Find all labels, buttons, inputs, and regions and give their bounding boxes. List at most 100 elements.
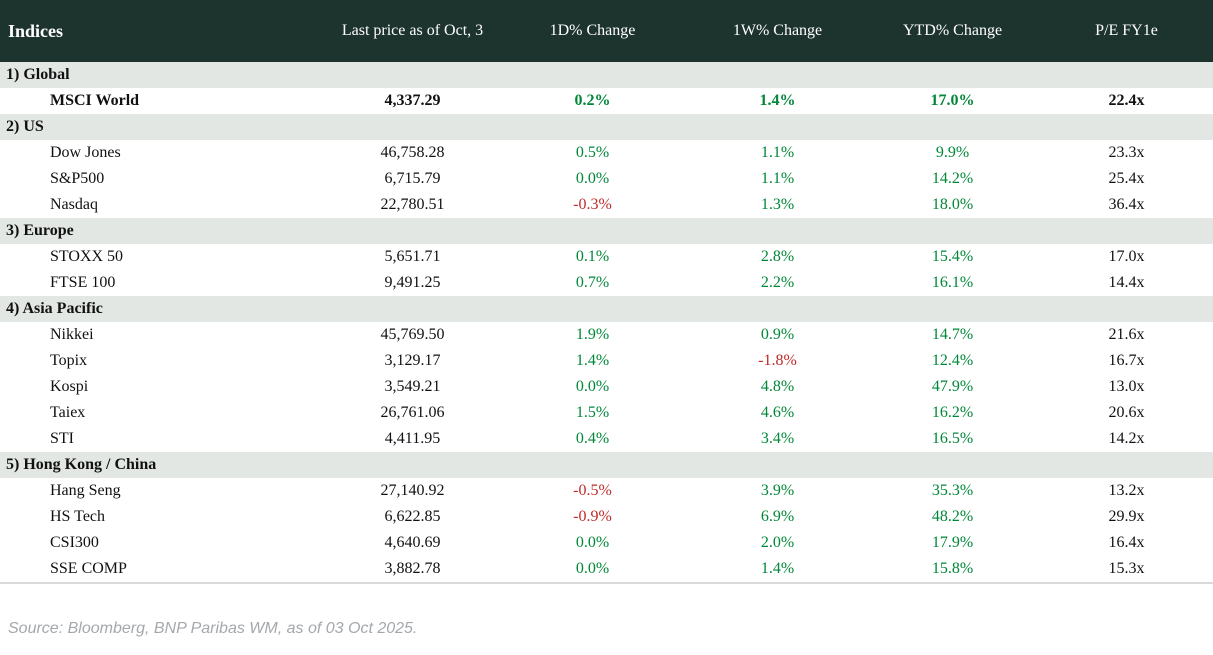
1w-change-cell: 3.9% <box>760 482 795 499</box>
1d-change-cell: 1.5% <box>575 404 610 421</box>
pe-fy1e-cell: 36.4x <box>1108 196 1145 213</box>
last-price-cell: 26,761.06 <box>380 404 445 421</box>
ytd-change-cell: 12.4% <box>931 352 974 369</box>
1w-change-cell: 3.4% <box>760 430 795 447</box>
pe-fy1e-cell: 21.6x <box>1108 326 1145 343</box>
ytd-change-cell: 15.4% <box>931 248 974 265</box>
pe-fy1e-cell: 20.6x <box>1108 404 1145 421</box>
pe-fy1e-cell: 13.0x <box>1108 378 1145 395</box>
table-body: 1) Global MSCI World 4,337.29 0.2% 1.4% 17.0%… <box>0 62 1213 584</box>
pe-fy1e-cell: 14.2x <box>1108 430 1145 447</box>
last-price-cell: 9,491.25 <box>384 274 441 291</box>
ytd-change-cell: 14.2% <box>931 170 974 187</box>
1d-change-cell: 1.4% <box>575 352 610 369</box>
index-name-cell: Kospi <box>50 378 89 395</box>
1w-change-cell: 1.4% <box>760 560 795 577</box>
table-row: Taiex 26,761.06 1.5% 4.6% 16.2% 20.6x <box>0 400 1213 426</box>
last-price-cell: 22,780.51 <box>380 196 445 213</box>
pe-fy1e-cell: 13.2x <box>1108 482 1145 499</box>
table-row: Dow Jones 46,758.28 0.5% 1.1% 9.9% 23.3x <box>0 140 1213 166</box>
1d-change-cell: 0.4% <box>575 430 610 447</box>
1w-change-cell: 2.8% <box>760 248 795 265</box>
index-name-cell: HS Tech <box>50 508 106 525</box>
1w-change-cell: 6.9% <box>760 508 795 525</box>
ytd-change-cell: 18.0% <box>931 196 974 213</box>
table-row: STOXX 50 5,651.71 0.1% 2.8% 15.4% 17.0x <box>0 244 1213 270</box>
index-name-cell: Nasdaq <box>50 196 98 213</box>
column-header-1d-change: 1D% Change <box>549 22 636 39</box>
ytd-change-cell: 9.9% <box>935 144 970 161</box>
last-price-cell: 27,140.92 <box>380 482 445 499</box>
1w-change-cell: 4.8% <box>760 378 795 395</box>
ytd-change-cell: 47.9% <box>931 378 974 395</box>
1w-change-cell: 1.3% <box>760 196 795 213</box>
1d-change-cell: -0.9% <box>573 508 612 525</box>
last-price-cell: 3,129.17 <box>384 352 441 369</box>
table-row: Nikkei 45,769.50 1.9% 0.9% 14.7% 21.6x <box>0 322 1213 348</box>
1w-change-cell: 2.2% <box>760 274 795 291</box>
1d-change-cell: 0.0% <box>575 170 610 187</box>
table-row: CSI300 4,640.69 0.0% 2.0% 17.9% 16.4x <box>0 530 1213 556</box>
1w-change-cell: 2.0% <box>760 534 795 551</box>
pe-fy1e-cell: 23.3x <box>1108 144 1145 161</box>
1d-change-cell: -0.3% <box>573 196 612 213</box>
pe-fy1e-cell: 16.7x <box>1108 352 1145 369</box>
index-name-cell: FTSE 100 <box>50 274 116 291</box>
index-name-cell: STI <box>50 430 74 447</box>
index-name-cell: Hang Seng <box>50 482 121 499</box>
table-row: STI 4,411.95 0.4% 3.4% 16.5% 14.2x <box>0 426 1213 452</box>
column-header-1w-change: 1W% Change <box>732 22 823 39</box>
pe-fy1e-cell: 17.0x <box>1108 248 1145 265</box>
index-name-cell: CSI300 <box>50 534 99 551</box>
table-row: SSE COMP 3,882.78 0.0% 1.4% 15.8% 15.3x <box>0 556 1213 582</box>
last-price-cell: 6,622.85 <box>384 508 441 525</box>
1d-change-cell: 0.7% <box>575 274 610 291</box>
column-header-pe-fy1e: P/E FY1e <box>1095 22 1158 39</box>
last-price-cell: 4,337.29 <box>384 92 441 109</box>
pe-fy1e-cell: 16.4x <box>1108 534 1145 551</box>
ytd-change-cell: 14.7% <box>931 326 974 343</box>
last-price-cell: 3,549.21 <box>384 378 441 395</box>
1d-change-cell: 0.1% <box>575 248 610 265</box>
last-price-cell: 3,882.78 <box>384 560 441 577</box>
section-header-row: 3) Europe <box>0 218 1213 244</box>
ytd-change-cell: 16.2% <box>931 404 974 421</box>
table-row: S&P500 6,715.79 0.0% 1.1% 14.2% 25.4x <box>0 166 1213 192</box>
last-price-cell: 46,758.28 <box>380 144 445 161</box>
ytd-change-cell: 35.3% <box>931 482 974 499</box>
pe-fy1e-cell: 29.9x <box>1108 508 1145 525</box>
ytd-change-cell: 48.2% <box>931 508 974 525</box>
table-header-row: Indices Last price as of Oct, 3 1D% Chan… <box>0 0 1213 62</box>
index-name-cell: STOXX 50 <box>50 248 124 265</box>
ytd-change-cell: 16.5% <box>931 430 974 447</box>
pe-fy1e-cell: 22.4x <box>1108 92 1145 109</box>
index-name-cell: Topix <box>50 352 88 369</box>
last-price-cell: 4,640.69 <box>384 534 441 551</box>
source-note: Source: Bloomberg, BNP Paribas WM, as of… <box>8 620 418 637</box>
section-header-row: 1) Global <box>0 62 1213 88</box>
1d-change-cell: 0.2% <box>574 92 611 109</box>
1d-change-cell: 0.0% <box>575 534 610 551</box>
1w-change-cell: -1.8% <box>758 352 797 369</box>
table-row: FTSE 100 9,491.25 0.7% 2.2% 16.1% 14.4x <box>0 270 1213 296</box>
ytd-change-cell: 17.0% <box>930 92 975 109</box>
ytd-change-cell: 16.1% <box>931 274 974 291</box>
last-price-cell: 6,715.79 <box>384 170 441 187</box>
index-name-cell: S&P500 <box>50 170 105 187</box>
column-header-last-price: Last price as of Oct, 3 <box>341 22 484 39</box>
index-name-cell: Nikkei <box>50 326 94 343</box>
table-row: Hang Seng 27,140.92 -0.5% 3.9% 35.3% 13.2x <box>0 478 1213 504</box>
table-row: Topix 3,129.17 1.4% -1.8% 12.4% 16.7x <box>0 348 1213 374</box>
index-name-cell: Dow Jones <box>50 144 121 161</box>
1d-change-cell: 0.5% <box>575 144 610 161</box>
table-row: Nasdaq 22,780.51 -0.3% 1.3% 18.0% 36.4x <box>0 192 1213 218</box>
1w-change-cell: 1.1% <box>760 170 795 187</box>
1w-change-cell: 1.4% <box>759 92 796 109</box>
1d-change-cell: 1.9% <box>575 326 610 343</box>
section-header-row: 4) Asia Pacific <box>0 296 1213 322</box>
table-row: Kospi 3,549.21 0.0% 4.8% 47.9% 13.0x <box>0 374 1213 400</box>
pe-fy1e-cell: 15.3x <box>1108 560 1145 577</box>
1d-change-cell: -0.5% <box>573 482 612 499</box>
1w-change-cell: 1.1% <box>760 144 795 161</box>
